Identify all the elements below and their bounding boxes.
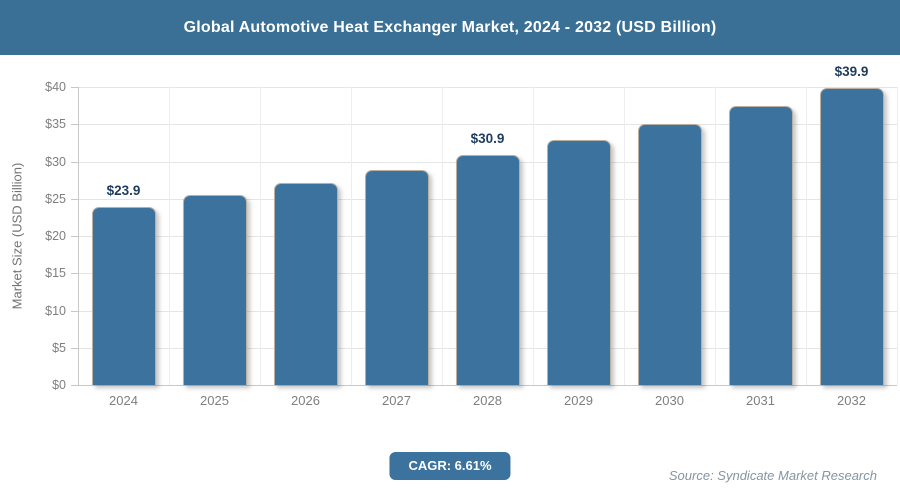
- bar-2030: [637, 123, 702, 385]
- v-gridline: [260, 87, 261, 385]
- x-tick-label: 2031: [746, 393, 775, 408]
- chart-title: Global Automotive Heat Exchanger Market,…: [183, 18, 717, 36]
- v-gridline: [351, 87, 352, 385]
- v-gridline: [806, 87, 807, 385]
- y-tick-label: $5: [52, 340, 66, 355]
- y-tick-mark: [71, 347, 78, 349]
- bar-2032: [819, 87, 884, 385]
- y-tick-mark: [71, 385, 78, 386]
- bar-value-label: $30.9: [470, 130, 505, 146]
- x-tick-label: 2028: [473, 393, 502, 408]
- cagr-badge: CAGR: 6.61%: [389, 452, 511, 480]
- y-tick-label: $15: [45, 266, 66, 281]
- bar-2027: [364, 169, 429, 385]
- bar-2025: [182, 195, 247, 385]
- v-gridline: [897, 87, 898, 385]
- bar-2029: [546, 139, 611, 385]
- y-tick-label: $25: [45, 191, 66, 206]
- y-tick-mark: [71, 87, 78, 88]
- source-text: Source: Syndicate Market Research: [668, 468, 877, 483]
- y-tick-mark: [71, 273, 78, 275]
- v-gridline: [442, 87, 443, 385]
- h-gridline: [78, 124, 897, 126]
- y-tick-mark: [71, 236, 78, 237]
- y-axis-line: [78, 87, 79, 385]
- bar-2024: [91, 206, 156, 385]
- v-gridline: [624, 87, 625, 385]
- bar-value-label: $39.9: [834, 63, 869, 79]
- v-gridline: [533, 87, 534, 385]
- x-tick-label: 2024: [109, 393, 138, 408]
- h-gridline: [78, 87, 897, 88]
- bar-2028: [455, 154, 520, 385]
- y-tick-label: $0: [52, 378, 66, 392]
- bar-value-label: $23.9: [106, 182, 141, 198]
- y-tick-label: $35: [45, 117, 66, 132]
- y-tick-label: $30: [45, 154, 66, 169]
- x-tick-label: 2027: [382, 393, 411, 408]
- y-tick-label: $10: [45, 303, 66, 318]
- h-gridline: [78, 385, 897, 386]
- chart-header: Global Automotive Heat Exchanger Market,…: [0, 0, 900, 55]
- v-gridline: [169, 87, 170, 385]
- bar-2031: [728, 106, 793, 385]
- y-tick-mark: [71, 198, 78, 200]
- x-tick-label: 2030: [655, 393, 684, 408]
- y-tick-label: $20: [45, 229, 66, 243]
- v-gridline: [715, 87, 716, 385]
- y-tick-mark: [71, 161, 78, 163]
- y-axis-title: Market Size (USD Billion): [9, 162, 25, 310]
- y-tick-mark: [71, 310, 78, 312]
- x-tick-label: 2026: [291, 393, 320, 408]
- bar-2026: [273, 183, 338, 385]
- x-tick-label: 2029: [564, 393, 593, 408]
- y-tick-mark: [71, 124, 78, 126]
- x-tick-label: 2025: [200, 393, 229, 408]
- x-tick-label: 2032: [837, 393, 866, 408]
- y-tick-label: $40: [45, 80, 66, 94]
